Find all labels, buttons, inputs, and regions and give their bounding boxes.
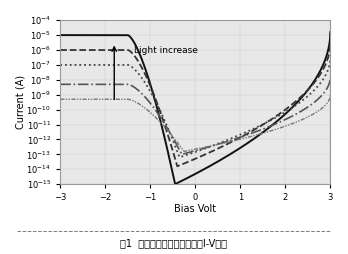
Text: 图1  不同光照功率时探测器的I-V特性: 图1 不同光照功率时探测器的I-V特性 [120,239,228,248]
Text: Light increase: Light increase [134,45,198,55]
X-axis label: Bias Volt: Bias Volt [174,204,216,214]
Y-axis label: Current (A): Current (A) [15,75,25,129]
